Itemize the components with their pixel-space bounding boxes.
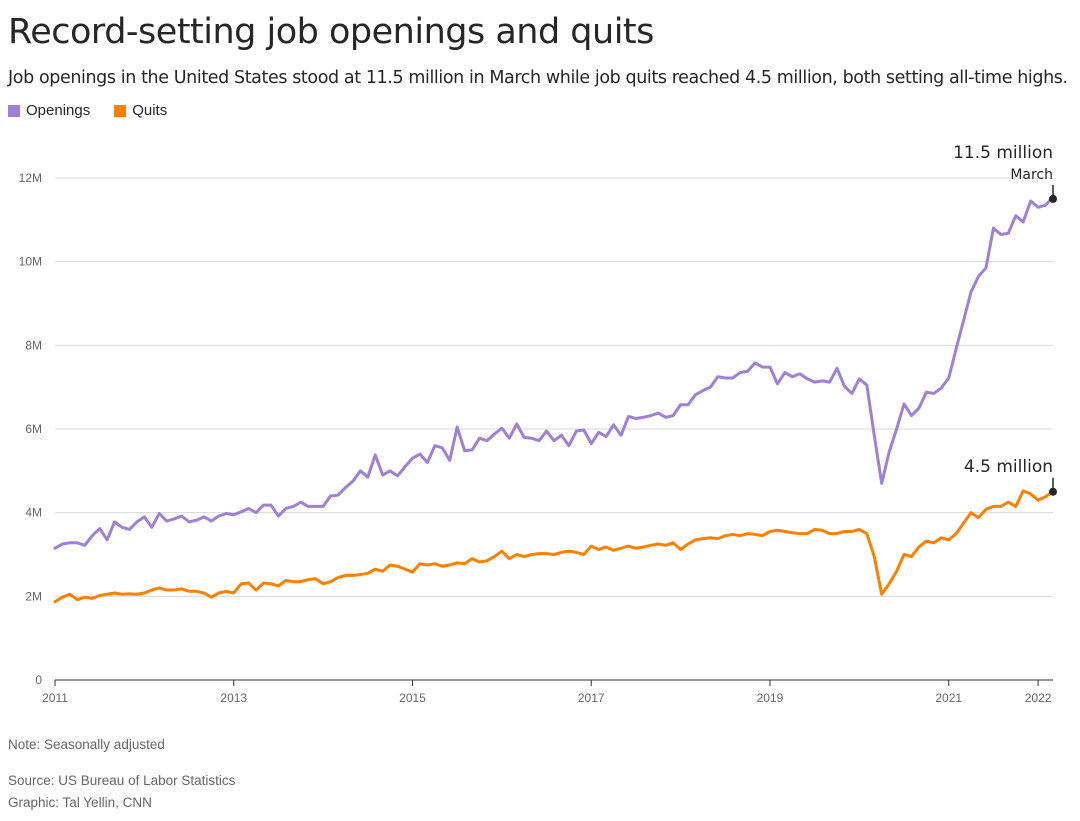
axes: 0 2M 4M 6M 8M 10M 12M 2011 2013 2015 2017 2019 2021 2… [19,171,1053,705]
y-tick-label: 10M [19,255,42,269]
legend-item-openings: Openings [8,102,90,119]
annotation-subtext-openings: March [1010,167,1053,183]
graphic-credit: Graphic: Tal Yellin, CNN [8,795,152,810]
annotation-text-quits: 4.5 million [964,457,1053,477]
footnote: Note: Seasonally adjusted [8,737,165,752]
annotation-text-openings: 11.5 million [953,143,1053,163]
legend-item-quits: Quits [114,102,167,119]
y-tick-label: 6M [25,422,42,436]
annotation-dot-openings [1049,194,1057,203]
x-tick-label: 2022 [1025,691,1052,705]
legend-swatch-quits [114,104,127,117]
y-tick-label: 8M [25,338,42,352]
x-tick-label: 2011 [42,691,68,705]
chart-title: Record-setting job openings and quits [8,12,654,52]
annotations: March 11.5 million 4.5 million [953,143,1057,496]
chart-subtitle: Job openings in the United States stood … [8,68,1068,88]
series-line-openings [53,195,1055,550]
annotation-dot-quits [1049,487,1057,496]
source-line: Source: US Bureau of Labor Statistics [8,773,236,788]
y-tick-label: 4M [25,506,42,520]
series-line-quits [53,489,1055,604]
gridlines [55,177,1053,597]
x-tick-label: 2019 [757,691,784,705]
legend-label-openings: Openings [26,102,91,119]
x-tick-label: 2015 [399,691,426,705]
y-tick-label: 12M [19,171,42,185]
legend-label-quits: Quits [132,102,168,119]
series-lines [53,195,1055,604]
x-tick-label: 2021 [935,691,962,705]
y-tick-label: 2M [25,589,42,603]
x-tick-label: 2017 [578,691,605,705]
legend-swatch-openings [8,104,20,117]
x-tick-label: 2013 [220,691,247,705]
y-tick-label: 0 [35,673,42,687]
legend: Openings Quits [8,102,167,119]
